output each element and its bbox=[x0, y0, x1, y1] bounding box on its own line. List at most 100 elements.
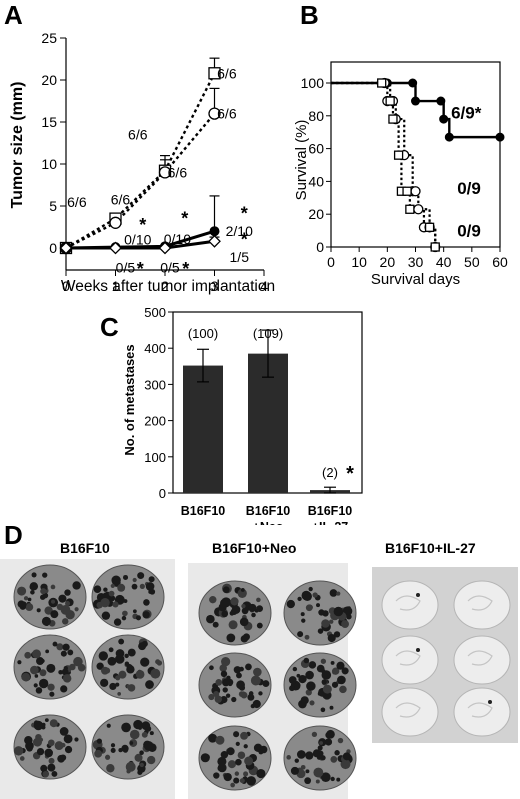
metastasis-spot bbox=[50, 599, 56, 604]
category-label: B16F10 bbox=[308, 504, 353, 518]
metastasis-spot bbox=[304, 777, 312, 785]
x-tick-label: 60 bbox=[492, 254, 508, 270]
y-tick-label: 20 bbox=[308, 206, 324, 222]
annotation: 0/10 bbox=[124, 232, 151, 248]
metastasis-spot bbox=[239, 617, 249, 627]
metastasis-spot bbox=[63, 734, 73, 744]
metastasis-spot bbox=[61, 668, 69, 676]
metastasis-spot bbox=[93, 585, 102, 594]
metastasis-spot bbox=[30, 665, 39, 675]
metastasis-spot bbox=[286, 755, 291, 760]
metastasis-spot bbox=[135, 615, 142, 621]
metastasis-spot bbox=[124, 653, 129, 659]
metastasis-spot bbox=[324, 738, 333, 746]
metastasis-spot bbox=[339, 685, 347, 694]
metastasis-spot bbox=[106, 764, 115, 773]
metastasis-spot bbox=[215, 678, 223, 686]
metastasis-spot bbox=[290, 766, 299, 775]
survival-point-0 bbox=[495, 132, 505, 142]
metastasis-spot bbox=[243, 771, 249, 777]
bar-count-label: (100) bbox=[188, 326, 218, 341]
metastasis-spot bbox=[333, 606, 344, 617]
metastasis-spot bbox=[45, 649, 50, 654]
metastasis-spot bbox=[306, 681, 316, 691]
metastasis-spot bbox=[239, 778, 245, 784]
metastasis-spot bbox=[118, 670, 127, 679]
metastasis-spot bbox=[292, 666, 298, 672]
annotation: 6/6 bbox=[128, 127, 148, 143]
survival-point-2 bbox=[402, 186, 412, 196]
metastasis-spot bbox=[206, 614, 215, 624]
annotation: * bbox=[241, 229, 248, 249]
lung-lobe-line bbox=[467, 650, 493, 666]
metastasis-spot bbox=[296, 750, 306, 759]
metastasis-spot bbox=[56, 643, 64, 651]
y-tick-label: 500 bbox=[144, 305, 166, 320]
metastasis-spot bbox=[226, 678, 234, 686]
metastasis-spot bbox=[331, 681, 339, 688]
lung bbox=[453, 580, 511, 630]
metastasis-spot bbox=[208, 693, 215, 701]
metastasis-spot bbox=[234, 771, 240, 776]
metastasis-spot bbox=[65, 601, 71, 607]
survival-point-2 bbox=[385, 96, 395, 106]
y-tick-label: 60 bbox=[308, 141, 324, 157]
metastasis-spot bbox=[121, 615, 127, 621]
metastasis-spot bbox=[208, 733, 218, 743]
metastasis-spot bbox=[227, 760, 236, 769]
metastasis-spot bbox=[36, 657, 44, 665]
survival-label: 0/9 bbox=[457, 222, 481, 241]
metastasis-spot bbox=[329, 589, 338, 597]
metastasis-spot bbox=[62, 674, 72, 683]
metastasis-spot bbox=[329, 619, 334, 624]
metastasis-spot bbox=[41, 616, 51, 626]
metastasis-spot bbox=[248, 603, 257, 612]
metastasis-spot bbox=[104, 754, 111, 760]
metastasis-spot bbox=[304, 634, 310, 640]
metastasis-spot bbox=[117, 692, 122, 696]
metastasis-spot bbox=[34, 674, 39, 678]
annotation: 6/6 bbox=[67, 194, 87, 210]
metastasis-spot bbox=[240, 635, 249, 643]
annotation: 0/5 bbox=[160, 259, 180, 275]
metastasis-spot bbox=[49, 719, 58, 728]
metastasis-spot bbox=[134, 753, 143, 762]
y-tick-label: 400 bbox=[144, 341, 166, 356]
significance-star: * bbox=[346, 463, 354, 485]
metastasis-spot bbox=[96, 738, 102, 744]
metastasis-spot bbox=[108, 595, 116, 602]
metastasis-spot bbox=[237, 751, 246, 760]
annotation: 0/10 bbox=[164, 231, 191, 247]
metastasis-spot bbox=[17, 586, 27, 596]
metastasis-spot bbox=[59, 727, 69, 736]
survival-label: 0/9 bbox=[457, 179, 481, 198]
survival-point-2 bbox=[430, 242, 440, 252]
metastasis-spot bbox=[32, 649, 42, 659]
metastasis-spot bbox=[252, 699, 261, 709]
metastasis-spot bbox=[244, 756, 254, 766]
metastasis-spot bbox=[320, 755, 326, 761]
metastasis-spot bbox=[140, 657, 150, 667]
data-point-0 bbox=[208, 67, 221, 80]
metastasis-spot bbox=[316, 603, 321, 608]
metastasis-spot bbox=[50, 610, 59, 619]
y-tick-label: 5 bbox=[49, 198, 57, 214]
survival-point-0 bbox=[439, 114, 449, 124]
metastasis-spot bbox=[315, 779, 320, 784]
metastasis-spot bbox=[341, 667, 349, 675]
metastasis-spot bbox=[251, 612, 256, 618]
metastasis-spot bbox=[262, 680, 270, 688]
lung bbox=[453, 635, 511, 685]
metastasis-spot bbox=[74, 737, 79, 742]
metastasis-spot bbox=[132, 577, 137, 583]
metastasis-spot bbox=[258, 691, 263, 696]
metastasis-spot bbox=[73, 656, 83, 667]
metastasis-spot bbox=[245, 663, 252, 671]
metastasis-spot bbox=[220, 695, 228, 704]
metastasis-spot bbox=[30, 590, 35, 595]
metastasis-spot bbox=[341, 620, 349, 628]
series-line-0 bbox=[65, 72, 216, 250]
series-line-1 bbox=[65, 112, 216, 250]
category-label: B16F10 bbox=[181, 504, 226, 518]
